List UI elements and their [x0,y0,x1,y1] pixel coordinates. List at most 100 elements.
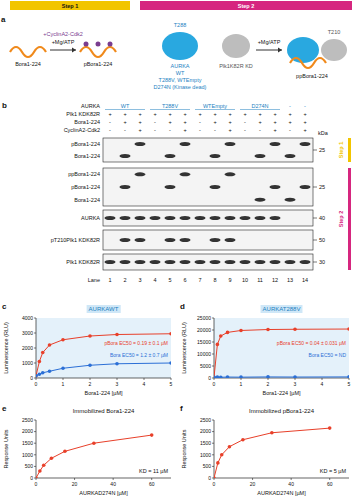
point [115,362,119,366]
lane-sign: + [288,111,291,117]
lane-sign: + [198,111,201,117]
lane-sign: - [199,127,201,133]
series-label: pBora EC50 = 0.04 ± 0.031 µM [277,340,346,346]
band [195,216,206,220]
lane-group: D274N [251,103,268,109]
marks [36,332,171,378]
x-tick-label: 0 [213,481,216,487]
label: AURKA [171,63,190,69]
kda-marker [313,187,317,188]
panel-letter: d [180,302,185,311]
lane-number: 3 [138,277,141,283]
x-tick [144,378,145,380]
band-label: Bora1-224 [74,197,100,203]
x-tick-label: 2 [267,381,270,387]
band [270,185,281,189]
band [135,260,146,264]
band [210,185,221,189]
lane-sign: + [168,111,171,117]
x-tick [268,378,269,380]
band [135,172,146,176]
band [165,260,176,264]
label: Plk1K82R KD [219,63,253,69]
point [214,476,216,478]
lane-sign: - [214,127,216,133]
band [105,260,116,264]
kda-unit: kDa [318,130,329,136]
band-label: AURKA [81,215,100,221]
x-axis-label: Bora1-224 [µM] [262,390,300,396]
condition-label: CyclinA2-Cdk2 [64,127,100,133]
band [120,260,131,264]
y-tick-label: 10000 [197,351,211,357]
y-tick-label: 1500 [22,440,33,446]
band [165,154,176,158]
point [214,375,216,378]
band-label: pT210Plk1 KDK82R [51,237,100,243]
x-tick-label: 60 [327,481,333,487]
lane-sign: + [138,127,141,133]
label: +Mg/ATP [52,39,75,45]
x-tick-label: 40 [110,481,116,487]
point [88,334,92,338]
label: T210 [328,29,341,35]
panel-letter: a [1,15,6,24]
marks [214,327,349,378]
x-tick-label: 0 [35,481,38,487]
lane-sign: + [273,119,276,125]
band [210,216,221,220]
lane-group: - [304,103,306,109]
band-label: Plk1 KDK82R [66,259,100,265]
y-axis-label: Luminescence (RLU) [181,322,187,374]
x-tick-label: 5 [348,381,351,387]
panel-letter: e [2,404,7,413]
lane-sign: + [273,127,276,133]
point [347,327,349,331]
lane-sign: - [154,119,156,125]
point [41,351,45,355]
point [61,366,65,370]
band [180,172,191,176]
label: T288 [174,22,187,28]
point [63,450,67,454]
lane-number: 8 [213,277,216,283]
step-bar [140,1,352,10]
x-tick [322,378,323,380]
lane-sign: + [213,111,216,117]
x-tick-label: 4 [321,381,324,387]
lane-sign: - [124,127,126,133]
series-line [214,428,330,478]
kda-label: 40 [319,215,325,221]
band [210,238,221,242]
x-tick [74,478,75,480]
chart-title: AURKAT288V [263,306,301,312]
point [239,375,243,378]
title-box [261,305,303,313]
lane-sign: + [213,119,216,125]
point [216,375,220,378]
plot-background [36,318,171,378]
marks [214,426,332,478]
y-tick [212,366,214,367]
x-tick-label: 0 [213,381,216,387]
band [150,216,161,220]
y-tick [212,431,214,432]
plk1-shape [222,34,250,58]
lane-sign: - [244,127,246,133]
arrow-head [72,48,76,53]
kda-marker [313,150,317,151]
y-tick [212,443,214,444]
bora-shape [80,47,116,57]
kda-label: 25 [319,184,325,190]
series-line [36,334,171,376]
x-tick [252,478,253,480]
y-tick [34,454,36,455]
bora-shape [290,58,326,68]
band [135,238,146,242]
lane-sign: + [288,119,291,125]
x-axis-label: AURKAD274N [µM] [79,490,128,496]
lane-sign: + [228,127,231,133]
point [36,374,38,378]
point [293,327,297,331]
x-axis [214,378,349,379]
